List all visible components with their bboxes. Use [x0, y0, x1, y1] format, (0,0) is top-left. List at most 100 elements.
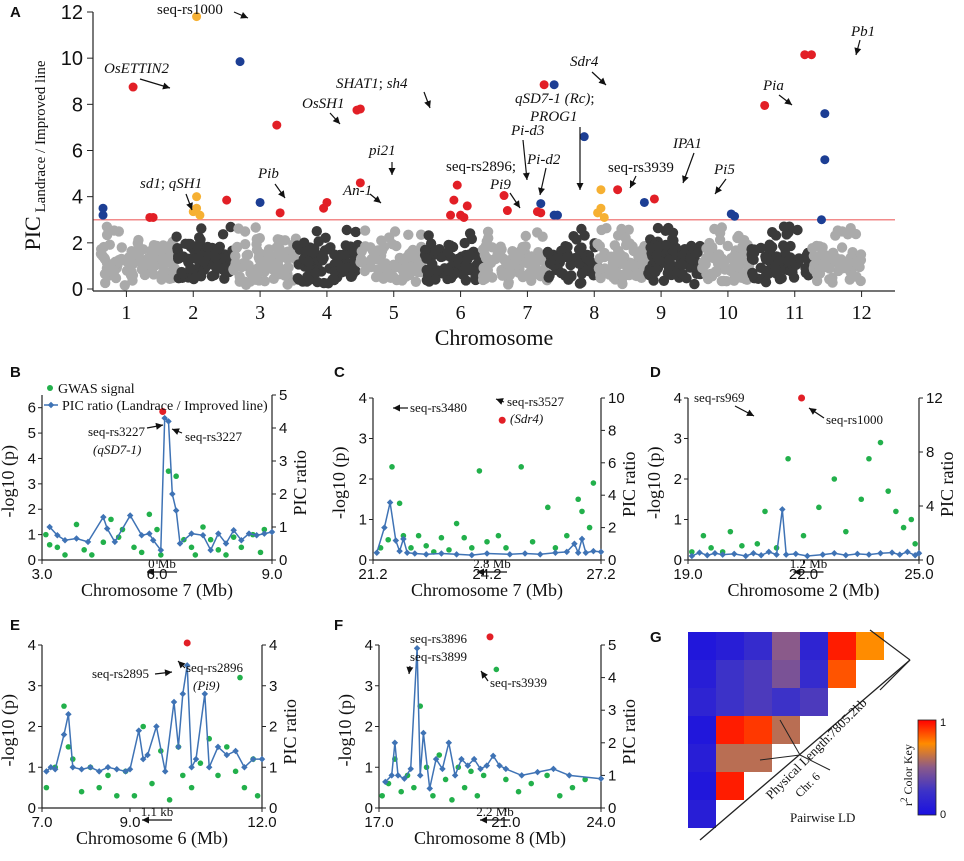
gwas-point [415, 532, 422, 539]
snp-point [778, 221, 790, 232]
pic-ratio-marker [730, 550, 738, 558]
panel-label-g: G [650, 629, 662, 646]
gwas-point [800, 532, 807, 539]
y-tick-label: 6 [72, 141, 83, 163]
snp-point [619, 270, 630, 282]
pic-ratio-marker [792, 550, 800, 558]
pic-ratio-marker [222, 540, 230, 547]
gwas-point [569, 784, 576, 791]
gwas-point [165, 468, 172, 474]
arrow [793, 568, 824, 576]
ld-cell [716, 772, 744, 800]
snp-point [767, 227, 778, 238]
left-axis-title: -log10 (p) [335, 694, 356, 766]
gwas-point [515, 788, 522, 795]
red-point [322, 197, 332, 207]
snp-point [832, 225, 843, 236]
marker-position-line [759, 754, 801, 761]
marker-position-line [779, 719, 801, 756]
snp-label-right: seq-rs3527 [507, 394, 565, 409]
right-tick-label: 5 [608, 637, 616, 654]
arrow [854, 39, 862, 56]
snp-point [594, 240, 605, 252]
arrow [734, 405, 755, 417]
arrow [139, 78, 171, 90]
x-tick-label: 12 [852, 302, 872, 324]
snp-point [99, 252, 110, 264]
gwas-point [149, 780, 155, 787]
right-tick-label: 8 [608, 422, 616, 439]
arrow-head [513, 200, 520, 208]
snp-point [341, 224, 352, 236]
pic-ratio-marker [146, 530, 153, 537]
annotation-seq-rs3939: seq-rs3939 [608, 160, 674, 176]
snp-point [414, 259, 425, 270]
gwas-point [843, 528, 849, 535]
snp-point [651, 250, 662, 261]
navy-point [730, 211, 740, 221]
ld-cell [856, 632, 884, 660]
pic-ratio-marker [483, 762, 491, 769]
annotation-sd1-qsh1: sd1; qSH1 [140, 176, 202, 192]
gwas-point [389, 464, 395, 470]
gwas-point [197, 760, 204, 766]
right-tick-label: 4 [608, 487, 616, 504]
annotation-pi5: Pi5 [713, 162, 735, 178]
gwas-point [877, 439, 884, 446]
pic-ratio-marker [426, 785, 433, 792]
right-tick-label: 4 [608, 670, 616, 687]
pic-ratio-marker [877, 549, 884, 557]
left-tick-label: 4 [28, 637, 36, 654]
ld-cell [716, 660, 744, 688]
snp-point [372, 264, 384, 275]
snp-point [387, 238, 398, 250]
snp-label-right: seq-rs1000 [826, 412, 883, 427]
snp-point [458, 269, 469, 281]
pic-ratio-marker [69, 763, 77, 771]
pic-ratio-marker [113, 766, 121, 773]
snp-point [424, 276, 435, 287]
physical-length-tick [879, 659, 911, 691]
snp-label-gene: (Sdr4) [510, 411, 543, 426]
x-tick-label: 7.0 [32, 814, 53, 831]
color-key-rest: Color Key [901, 744, 915, 797]
snp-label-right: seq-rs3939 [490, 675, 547, 690]
snp-point [164, 256, 175, 267]
right-tick-label: 1 [279, 519, 287, 536]
snp-point [629, 260, 640, 272]
snp-point [176, 266, 187, 278]
gwas-point [81, 547, 87, 553]
arrow-head [538, 187, 545, 195]
gwas-point [908, 516, 915, 523]
pic-ratio-marker [199, 531, 207, 539]
gwas-point [858, 496, 865, 503]
panel-label-d: D [650, 364, 661, 381]
gwas-point [484, 538, 490, 545]
red-point [128, 82, 138, 92]
arrow-head [793, 568, 801, 576]
arrow-head [854, 47, 862, 55]
arrow [682, 152, 695, 184]
gwas-point [254, 792, 261, 799]
pic-ratio-marker [757, 552, 765, 559]
pic-ratio-marker [381, 524, 388, 531]
snp-point [359, 265, 370, 277]
pic-ratio-marker [854, 550, 861, 558]
snp-point [837, 263, 848, 274]
physical-length-axis [699, 659, 911, 841]
snp-point [616, 223, 627, 235]
gwas-point [232, 768, 239, 775]
snp-point [282, 279, 293, 290]
snp-point [131, 246, 142, 257]
ld-cell [716, 744, 744, 772]
snp-point [685, 253, 696, 264]
x-axis-title: Chromosome 6 (Mb) [76, 828, 228, 849]
gwas-point [503, 776, 509, 783]
snp-point [722, 240, 733, 252]
left-tick-label: 2 [674, 471, 682, 488]
snp-label-gene: (Pi9) [193, 678, 220, 693]
pic-ratio-marker [742, 552, 750, 560]
snp-point [792, 224, 803, 236]
right-axis-title: PIC ratio [290, 450, 310, 516]
annotation-pi-d3: Pi-d3 [510, 123, 544, 139]
